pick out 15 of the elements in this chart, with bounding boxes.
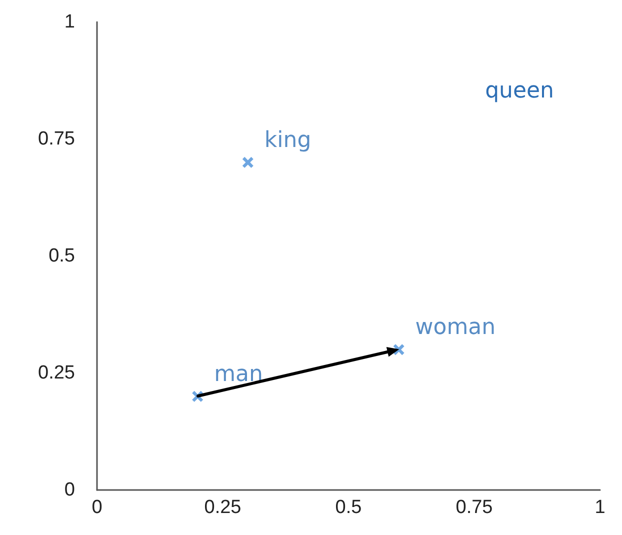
y-tick-label: 0.25	[38, 362, 75, 384]
annotation: queen	[485, 78, 554, 104]
y-tick-label: 0	[64, 480, 75, 500]
data-label: woman	[415, 315, 496, 340]
y-tick-label: 0.75	[38, 128, 75, 150]
x-tick-label: 0.5	[335, 497, 362, 518]
x-tick-label: 1	[594, 497, 606, 518]
y-tick-label: 1	[64, 12, 75, 32]
x-tick-label: 0.25	[204, 497, 242, 518]
x-tick-label: 0	[92, 497, 102, 518]
point	[242, 156, 254, 168]
y-tick-label: 0.5	[48, 246, 75, 266]
data-label: king	[264, 128, 312, 153]
x-tick-label: 0.75	[456, 497, 493, 518]
data-label: man	[214, 362, 263, 387]
